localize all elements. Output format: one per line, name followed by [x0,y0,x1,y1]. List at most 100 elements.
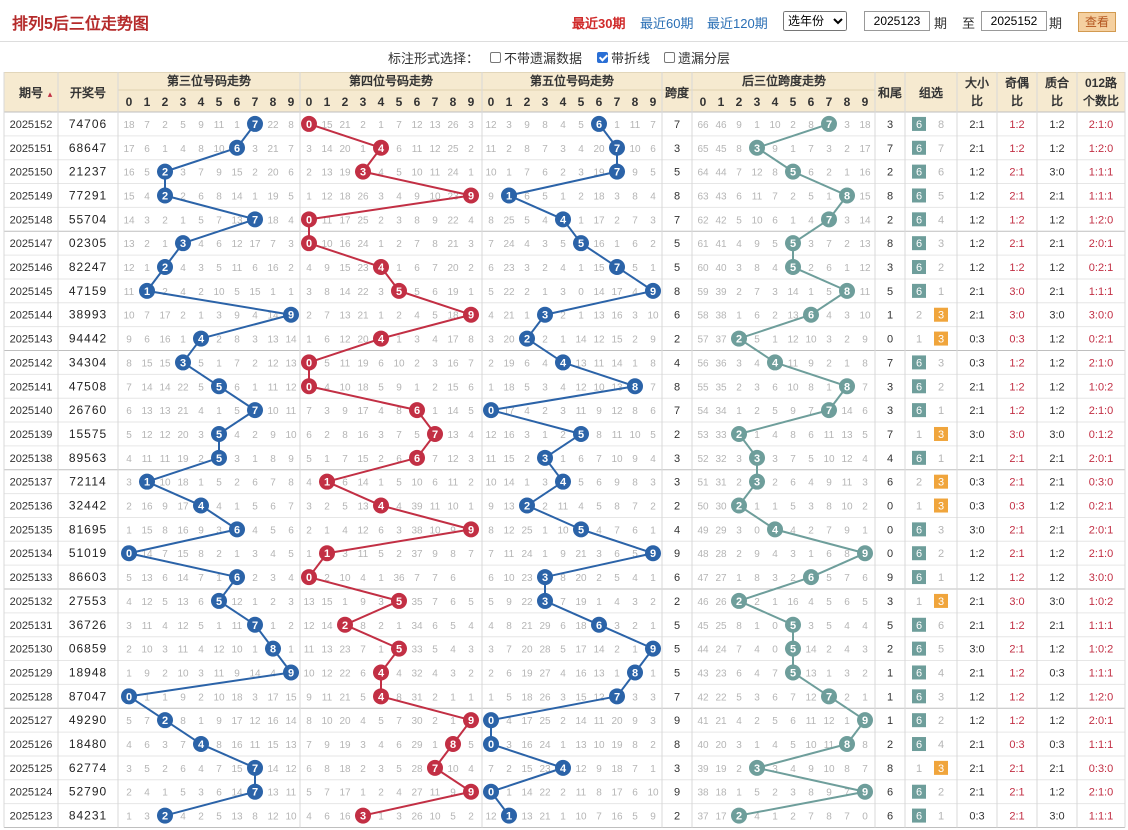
pos4-omit-cell: 1 [324,525,330,536]
pos4-omit-cell: 9 [306,692,312,703]
span-omit-cell: 61 [697,239,709,250]
span-cell: 2 [674,596,680,608]
checkbox-with-lines[interactable] [597,52,608,63]
pos3-omit-cell: 2 [126,788,132,799]
pos3-hit-ball [139,282,155,299]
span-omit-cell: 27 [715,573,727,584]
pos4-omit-cell: 1 [468,168,474,179]
issue-cell: 2025148 [10,214,53,226]
odd-even-cell: 1:2 [1009,357,1024,369]
pos3-omit-cell: 8 [252,812,258,823]
pos5-omit-cell: 6 [506,668,512,679]
pos3-omit-cell: 13 [159,406,171,417]
pos5-omit-cell: 5 [506,692,512,703]
pos3-omit-cell: 8 [270,454,276,465]
pos3-omit-cell: 11 [124,287,135,298]
pos3-omit-cell: 11 [250,740,261,751]
route012-cell: 1:0:2 [1089,381,1113,393]
range-to-input[interactable] [981,11,1047,31]
pos5-hit-number: 9 [650,548,656,560]
issue-cell: 2025145 [10,286,53,298]
header-digit: 1 [324,95,331,109]
option-with-lines[interactable]: 带折线 [597,48,650,67]
pos4-trend-line [344,623,400,650]
pos5-omit-cell: 3 [578,168,584,179]
route012-cell: 0:1:2 [1089,429,1113,441]
year-select[interactable]: 选年份 [783,11,847,31]
pos3-omit-cell: 9 [126,335,132,346]
span-omit-cell: 12 [805,692,817,703]
header-digit: 1 [718,95,725,109]
checkbox-omit-layers[interactable] [664,52,675,63]
pos3-hit-number: 2 [162,190,168,202]
period-30-link[interactable]: 最近30期 [572,16,626,31]
span-omit-cell: 3 [844,668,850,679]
odd-even-cell: 3:0 [1009,596,1024,608]
pos3-omit-cell: 2 [162,120,168,131]
pos5-omit-cell: 1 [542,525,548,536]
span-omit-cell: 44 [715,168,727,179]
pos5-omit-cell: 23 [539,764,551,775]
span-hit-ball [749,449,765,466]
pos4-omit-cell: 18 [339,191,351,202]
sum-tail-cell: 1 [887,715,893,727]
pos4-hit-ball [463,783,479,800]
pos5-hit-number: 2 [524,501,530,513]
pos4-hit-number: 4 [378,501,385,513]
span-omit-cell: 6 [790,716,796,727]
range-from-input[interactable] [864,11,930,31]
option-no-omit[interactable]: 不带遗漏数据 [490,48,582,67]
pos4-omit-cell: 21 [339,120,351,131]
checkbox-no-omit[interactable] [490,52,501,63]
pos4-omit-cell: 14 [447,406,459,417]
pos4-omit-cell: 1 [450,692,456,703]
span-omit-cell: 2 [808,525,814,536]
pos3-omit-cell: 9 [234,668,240,679]
pos3-hit-ball [157,259,173,276]
header-digit: 6 [234,95,241,109]
pos4-omit-cell: 1 [378,311,384,322]
pos5-omit-cell: 16 [611,812,623,823]
pos3-omit-cell: 2 [288,263,294,274]
odd-even-cell: 1:2 [1009,381,1024,393]
pos4-hit-ball [391,282,407,299]
pos4-omit-cell: 7 [360,645,366,656]
pos3-omit-cell: 8 [288,478,294,489]
group-six-badge [912,617,926,632]
pos4-omit-cell: 3 [342,549,348,560]
period-60-link[interactable]: 最近60期 [640,16,694,31]
pos3-omit-cell: 7 [270,478,276,489]
issue-cell: 2025124 [10,787,53,799]
span-omit-cell: 49 [697,525,709,536]
span-omit-cell: 16 [787,597,799,608]
span-omit-cell: 11 [806,716,817,727]
pos5-omit-cell: 22 [539,788,551,799]
pos5-omit-cell: 24 [521,549,533,560]
pos4-omit-cell: 7 [432,573,438,584]
pos5-omit-cell: 2 [614,645,620,656]
pos3-omit-cell: 8 [198,549,204,560]
header-digit: 6 [596,95,603,109]
span-omit-cell: 52 [697,454,709,465]
option-omit-layers[interactable]: 遗漏分层 [664,48,730,67]
pos5-omit-cell: 4 [506,716,512,727]
pos4-omit-cell: 7 [396,430,402,441]
pos5-omit-cell: 5 [596,502,602,513]
pos4-omit-cell: 1 [378,120,384,131]
pos4-hit-number: 1 [324,477,330,489]
pos3-hit-ball [211,449,227,466]
span-hit-number: 7 [826,214,832,226]
pos3-omit-cell: 16 [267,716,279,727]
pos5-omit-cell: 8 [488,215,494,226]
pos5-omit-cell: 21 [503,311,515,322]
pos3-omit-cell: 4 [252,311,258,322]
span-omit-cell: 9 [808,764,814,775]
span-hit-number: 4 [772,357,779,369]
pos3-omit-cell: 16 [159,335,171,346]
period-120-link[interactable]: 最近120期 [707,16,768,31]
span-omit-cell: 28 [715,549,727,560]
prime-comp-cell: 3:0 [1049,167,1064,179]
big-small-cell: 3:0 [969,644,984,656]
view-button[interactable]: 查看 [1078,12,1116,32]
